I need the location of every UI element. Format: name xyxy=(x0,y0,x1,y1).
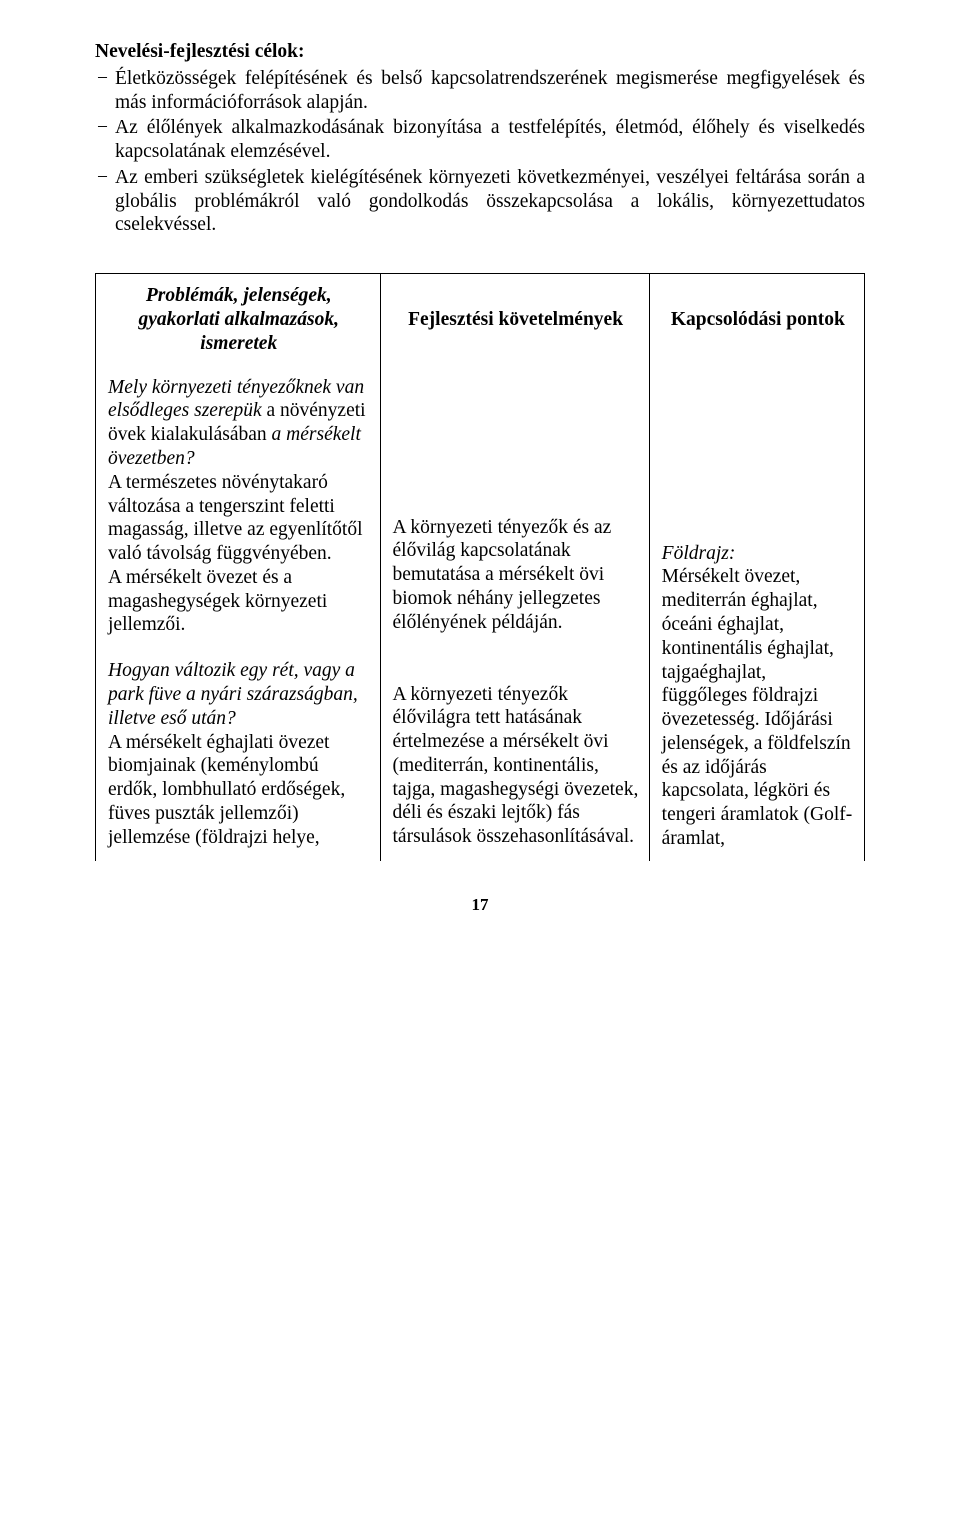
col1-italic-2: Hogyan változik egy rét, vagy a park füv… xyxy=(108,659,370,730)
table-cell-col2: A környezeti tényezők és az élővilág kap… xyxy=(380,364,649,861)
col3-body: Mérsékelt övezet, mediterrán éghajlat, ó… xyxy=(662,566,853,849)
col2-p1: A környezeti tényezők és az élővilág kap… xyxy=(393,516,639,635)
col1-p2: A természetes növénytakaró változása a t… xyxy=(108,471,370,566)
table-header-col1: Problémák, jelenségek, gyakorlati alkalm… xyxy=(96,274,381,364)
section-heading: Nevelési-fejlesztési célok: xyxy=(95,40,865,64)
table-header-col3: Kapcsolódási pontok xyxy=(649,274,864,364)
col1-p3: A mérsékelt övezet és a magashegységek k… xyxy=(108,566,370,637)
table-cell-col1: Mely környezeti tényezőknek van elsődleg… xyxy=(96,364,381,861)
page-number: 17 xyxy=(95,895,865,916)
table-header-col2: Fejlesztési követelmények xyxy=(380,274,649,364)
goal-item: Az emberi szükségletek kielégítésének kö… xyxy=(95,166,865,237)
goal-item: Az élőlények alkalmazkodásának bizonyítá… xyxy=(95,116,865,164)
col2-p2: A környezeti tényezők élővilágra tett ha… xyxy=(393,683,639,849)
col3-label: Földrajz: xyxy=(662,543,736,564)
goal-item: Életközösségek felépítésének és belső ka… xyxy=(95,67,865,115)
requirements-table: Problémák, jelenségek, gyakorlati alkalm… xyxy=(95,273,865,861)
goals-list: Életközösségek felépítésének és belső ka… xyxy=(95,67,865,237)
col1-p5: A mérsékelt éghajlati övezet biomjainak … xyxy=(108,731,370,850)
table-cell-col3: Földrajz: Mérsékelt övezet, mediterrán é… xyxy=(649,364,864,861)
